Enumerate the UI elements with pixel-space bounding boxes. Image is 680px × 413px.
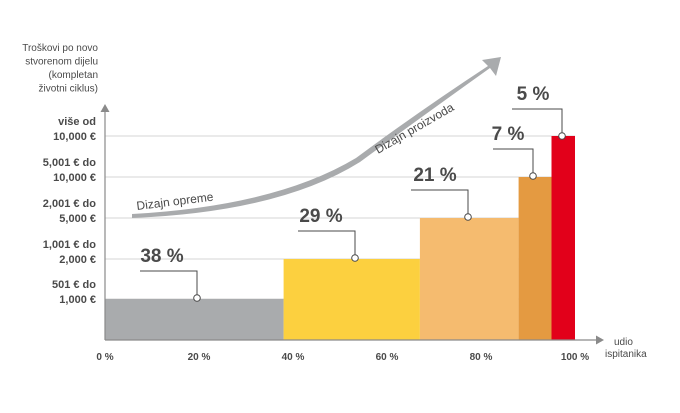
y-tick-label: 1,001 € do	[43, 239, 96, 251]
y-tick-label: 501 € do	[52, 279, 96, 291]
x-tick-label: 100 %	[561, 352, 589, 363]
bar-label-1: 38 %	[140, 246, 183, 267]
y-axis-title: (kompletan	[49, 70, 98, 81]
y-tick-label: 2,000 €	[59, 254, 96, 266]
y-tick-label: više od	[58, 116, 96, 128]
bar-2	[283, 259, 420, 340]
y-axis-title: stvorenom dijelu	[25, 57, 98, 68]
x-axis-title: udio	[614, 337, 633, 348]
y-axis-title: Troškovi po novo	[22, 43, 98, 54]
bar-5	[551, 136, 575, 340]
callout-dot-4	[529, 172, 537, 180]
callout-dot-3	[464, 213, 472, 221]
callout-line-3	[411, 189, 469, 217]
bar-4	[518, 177, 552, 340]
callout-dot-5	[558, 132, 566, 140]
x-axis-title: ispitanika	[605, 349, 647, 360]
bars	[105, 136, 575, 340]
x-axis-arrowhead	[596, 335, 604, 345]
callout-dot-1	[193, 294, 201, 302]
y-tick-label: 2,001 € do	[43, 198, 96, 210]
y-tick-label: 1,000 €	[59, 294, 96, 306]
x-tick-label: 40 %	[282, 352, 305, 363]
callout-line-1	[140, 270, 198, 298]
bar-3	[419, 218, 519, 340]
x-tick-label: 0 %	[96, 352, 113, 363]
callout-line-4	[493, 148, 534, 176]
bar-label-4: 7 %	[492, 124, 525, 145]
y-axis-arrowhead	[100, 104, 110, 112]
callout-dot-2	[351, 254, 359, 262]
callout-line-5	[512, 108, 563, 136]
callout-line-2	[298, 230, 356, 258]
y-axis-title: životni ciklus)	[39, 84, 98, 95]
annotation-dizajn-proizvoda: Dizajn proizvoda	[373, 100, 457, 157]
y-tick-label: 5,000 €	[59, 213, 96, 225]
bar-label-3: 21 %	[413, 165, 456, 186]
x-tick-label: 60 %	[376, 352, 399, 363]
bar-label-2: 29 %	[299, 206, 342, 227]
y-tick-label: 5,001 € do	[43, 157, 96, 169]
bar-1	[105, 299, 284, 340]
bar-label-5: 5 %	[517, 84, 550, 105]
x-tick-label: 80 %	[470, 352, 493, 363]
x-tick-label: 20 %	[188, 352, 211, 363]
labels: 38 % 29 % 21 % 7 % 5 %	[140, 84, 566, 302]
y-tick-label: 10,000 €	[53, 172, 96, 184]
y-tick-label: 10,000 €	[53, 131, 96, 143]
